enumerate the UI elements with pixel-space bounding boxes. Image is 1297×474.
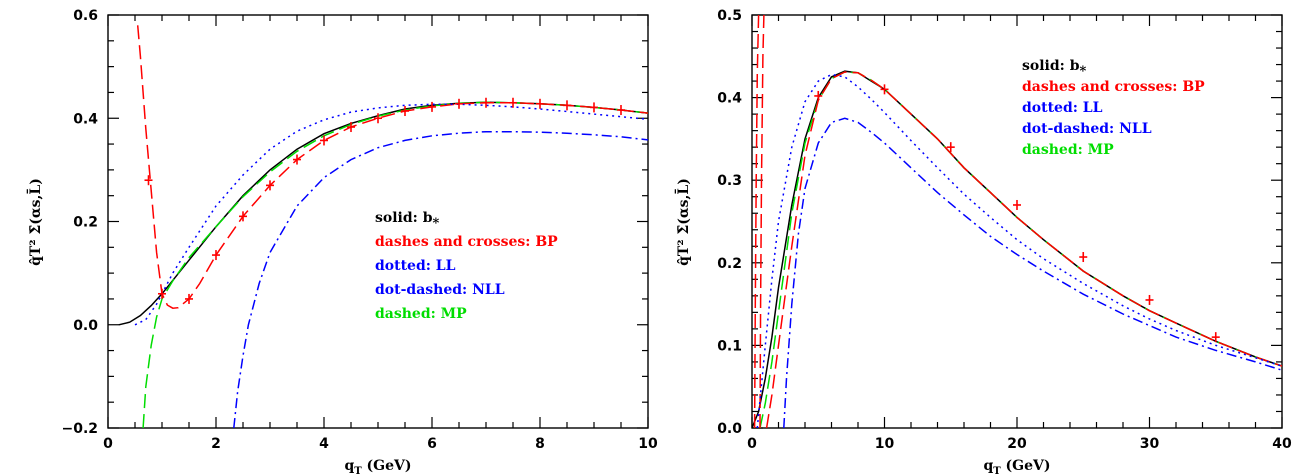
series-line-dashdot [783,117,1282,428]
x-tick-label: 0 [103,436,113,452]
cross-marker [482,97,490,108]
legend-entry: solid: b* [1022,58,1086,79]
x-axis-title: qT (GeV) [983,458,1050,474]
cross-marker [617,104,625,115]
x-tick-label: 20 [1007,436,1027,452]
y-tick-label: 0.4 [73,111,98,127]
legend-entry: solid: b* [375,210,439,231]
cross-marker [185,293,193,304]
cross-markers [814,84,1220,343]
series-line-dotted [134,103,648,326]
cross-marker [1079,252,1088,263]
cross-marker [158,288,166,299]
cross-marker [590,102,598,113]
right-chart: 0 10 20 30 400.00.10.20.30.40.5 solid: b*das… [673,8,1292,474]
cross-marker [320,135,328,146]
legend-entry: dashed: MP [1022,142,1114,158]
x-axis-title: qT (GeV) [344,458,411,474]
x-tick-label: 10 [875,436,895,452]
series-line-dashed [759,15,765,428]
cross-marker [563,100,571,111]
legend-entry: dashes and crosses: BP [375,234,558,250]
y-axis-title: q̂T² Σ̄(αs,L̄) [673,178,692,266]
cross-marker [347,122,355,133]
legend-entry: dashed: MP [375,306,467,322]
series-curves [118,25,648,428]
x-tick-label: 4 [319,436,329,452]
series-line-dashed [765,71,1282,428]
cross-marker [293,154,301,165]
cross-marker [455,98,463,109]
cross-marker [374,113,382,124]
cross-marker [144,175,153,186]
legend: solid: b* dashes and crosses: BP dotted: L… [375,210,558,322]
series-line-dashed [753,15,760,428]
y-tick-label: 0.6 [73,8,98,24]
cross-marker [536,98,544,109]
x-tick-label: 6 [427,436,437,452]
left-chart: 0 2 4 6 8 10 −0.2 0.0 0.2 0.4 0.6 solid: b* dashes … [25,8,658,474]
y-tick-label: 0.0 [717,421,742,437]
x-tick-label: 2 [211,436,221,452]
legend-entry: dashes and crosses: BP [1022,79,1205,95]
x-tick-label: 8 [535,436,545,452]
y-tick-label: 0.2 [717,256,742,272]
cross-marker [266,180,274,191]
cross-markers [144,97,625,304]
y-tick-label: 0.5 [717,8,742,24]
legend-entry: dotted: LL [1022,100,1103,116]
cross-marker [509,97,517,108]
legend-entry: dotted: LL [375,258,456,274]
cross-marker [401,106,409,117]
cross-marker [1013,199,1021,210]
y-tick-label: 0.1 [717,338,742,354]
cross-marker [880,84,889,95]
series-line-dashed [136,25,648,309]
y-axis-title: q̂T² Σ̄(αs,L̄) [25,178,44,266]
tick-labels: 0 10 20 30 40 0.0 0.1 0.2 0.3 0.4 0.5 [717,8,1292,452]
x-tick-label: 30 [1140,436,1160,452]
series-line-dashdot [233,130,648,428]
y-tick-label: 0.0 [73,318,98,334]
series-curves [752,15,1282,428]
cross-marker [946,142,955,153]
cross-marker [428,101,436,112]
cross-marker [814,90,823,101]
cross-marker [1211,332,1220,343]
legend-entry: dot-dashed: NLL [375,282,505,298]
cross-marker [1145,294,1154,305]
series-line-solid [752,70,1282,428]
cross-marker [212,250,220,261]
x-tick-label: 0 [747,436,757,452]
x-tick-label: 10 [638,436,658,452]
cross-marker [239,211,247,222]
tick-labels: 0 2 4 6 8 10 −0.2 0.0 0.2 0.4 0.6 [61,8,658,452]
tick-marks [107,14,649,429]
legend-entry: dot-dashed: NLL [1022,121,1152,137]
y-tick-label: 0.3 [717,173,742,189]
series-line-dashed [759,71,1282,428]
legend: solid: b*dashes and crosses: BP dotted: L… [1022,58,1205,158]
y-tick-label: −0.2 [61,421,98,437]
tick-marks [751,14,1283,429]
y-tick-label: 0.2 [73,215,98,231]
y-tick-label: 0.4 [717,91,742,107]
series-line-dotted [756,73,1282,428]
x-tick-label: 40 [1272,436,1292,452]
